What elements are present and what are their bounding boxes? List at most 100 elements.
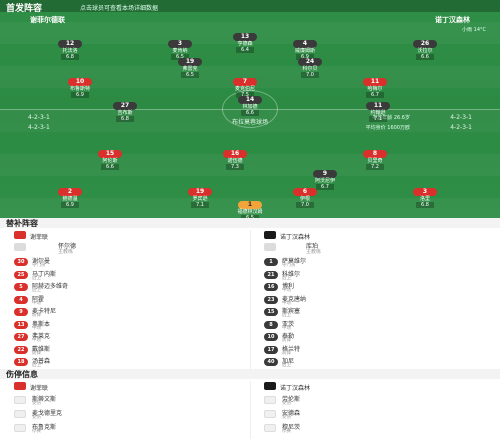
player-number: 1 [238,201,262,209]
home-player-5[interactable]: 15 阿伦斯 6.6 [88,150,132,170]
home-bench-row-4[interactable]: 9 麦卡特尼 前锋 [14,306,239,318]
home-coach-name[interactable]: 怀尔德 [58,243,77,250]
away-player-5[interactable]: 19 弗雷克 6.5 [168,58,212,78]
away-player-0[interactable]: 13 亨德森 6.4 [223,33,267,53]
player-number: 19 [188,188,212,196]
away-injury-row-0[interactable]: 劳伦斯 受伤 [264,394,489,406]
away-coach-avatar [264,243,276,251]
away-team-name[interactable]: 诺丁汉森林 [435,16,470,24]
home-bench-row-6[interactable]: 27 弗莱克 中场 [14,331,239,343]
away-bench-row-6[interactable]: 10 泰勒 前锋 [264,331,489,343]
away-bench-row-7[interactable]: 17 格兰特 前锋 [264,344,489,356]
home-player-4[interactable]: 3 洛里 6.8 [403,188,447,208]
bench-player-name: 亚茨 [282,320,295,328]
bench-player-name: 格兰特 [282,345,301,353]
home-player-1[interactable]: 2 鲍德温 6.9 [48,188,92,208]
home-bench-row-3[interactable]: 4 阿霍 中场 [14,294,239,306]
pitch-stripe [0,154,500,176]
home-bench-row-7[interactable]: 22 戴维斯 前锋 [14,344,239,356]
away-crest-icon [264,231,276,239]
away-coach-name[interactable]: 库珀 [306,243,319,250]
home-bench-row-1[interactable]: 25 马丁内斯 后卫 [14,269,239,281]
weather-info: 小雨 14°C [462,27,486,33]
home-injury-row-1[interactable]: 麦戈德里克 受伤 [14,408,239,420]
away-player-3[interactable]: 4 威廉姆斯 6.9 [283,40,327,60]
injury-player-name: 麦戈德里克 [32,410,63,417]
bench-player-name: 汤普森 [32,358,51,365]
away-bench-row-0[interactable]: 1 萨莫维尔 守门员 [264,256,489,268]
bench-player-position: 后卫 [282,275,291,281]
player-rating: 7.3 [226,164,244,170]
injury-home-team: 谢菲联 [30,385,49,392]
player-number: 24 [298,58,322,66]
bench-player-number: 13 [14,320,28,329]
home-team-name[interactable]: 谢菲尔德联 [30,16,65,24]
player-rating: 6.8 [61,54,79,60]
player-number: 10 [68,78,92,86]
player-name: 科尔贝 [302,66,318,72]
player-rating: 6.6 [416,54,434,60]
home-player-10[interactable]: 11 哈梅尔 6.7 [353,78,397,98]
home-player-8[interactable]: 10 布鲁斯特 6.9 [58,78,102,98]
away-player-6[interactable]: 24 科尔贝 7.0 [288,58,332,78]
player-rating: 6.6 [101,164,119,170]
home-bench-row-2[interactable]: 5 阿赫迈多维奇 后卫 [14,281,239,293]
player-name: 福德林汉姆 [237,209,263,215]
away-bench-row-2[interactable]: 16 博利 中场 [264,281,489,293]
player-name: 沃拉尔 [417,48,433,54]
player-number: 4 [293,40,317,48]
bench-player-position: 后卫 [32,275,41,281]
injury-player-name: 劳伦斯 [282,396,301,403]
away-bench-row-5[interactable]: 8 亚茨 中场 [264,319,489,331]
home-bench-row-5[interactable]: 13 奥斯本 中场 [14,319,239,331]
home-formation: 4-2-3-1 [28,114,50,121]
injury-player-name: 斯蒂文斯 [32,396,57,403]
away-player-10[interactable]: 9 阿沃尼伊 6.7 [303,170,347,190]
away-avg-age: 平均年龄 26.6岁 [372,115,410,121]
injury-icon [264,424,276,432]
away-player-1[interactable]: 12 托法洛 6.8 [48,40,92,60]
player-number: 8 [363,150,387,158]
away-bench-row-3[interactable]: 23 麦克唐纳 中场 [264,294,489,306]
away-player-4[interactable]: 26 沃拉尔 6.6 [403,40,447,60]
player-number: 3 [413,188,437,196]
player-name: 布鲁斯特 [69,86,90,92]
bench-player-position: 前锋 [32,313,41,318]
away-injury-row-1[interactable]: 安德森 受伤 [264,408,489,420]
home-player-3[interactable]: 6 伊根 7.0 [283,188,327,208]
home-player-2[interactable]: 19 罗宾逊 7.1 [178,188,222,208]
bench-player-number: 16 [264,283,278,291]
lineup-pitch: 首发阵容 点击球员可查看本场详细数据 谢菲尔德联 诺丁汉森林 小雨 14°C 4… [0,0,500,218]
away-bench-row-1[interactable]: 21 科维尔 后卫 [264,269,489,281]
home-player-6[interactable]: 16 诺伍德 7.3 [213,150,257,170]
home-injury-row-0[interactable]: 斯蒂文斯 受伤 [14,394,239,406]
away-bench-row-4[interactable]: 15 斯宾塞 后卫 [264,306,489,318]
player-name: 洛里 [419,196,430,202]
home-player-0[interactable]: 1 福德林汉姆 6.5 [228,201,272,218]
bench-title: 替补阵容 [6,219,38,228]
bench-player-position: 后卫 [32,363,41,368]
home-bench-row-8[interactable]: 18 汤普森 后卫 [14,356,239,368]
injury-icon [14,410,26,418]
injury-away-crest-icon [264,382,276,390]
player-name: 阿伦斯 [102,158,118,164]
lineup-title: 首发阵容 [6,4,43,14]
bench-player-name: 戴维斯 [32,345,51,353]
away-player-7[interactable]: 27 吉布斯 6.8 [103,102,147,122]
away-player-9[interactable]: 14 林加德 6.6 [228,96,272,116]
home-bench-row-0[interactable]: 30 谢尔曼 守门员 [14,256,239,268]
bench-player-number: 40 [264,358,278,366]
bench-player-position: 中场 [282,288,291,293]
home-player-7[interactable]: 8 贝里奇 7.2 [353,150,397,170]
away-player-8[interactable]: 11 约翰逊 7.1 [356,102,400,122]
home-injury-row-2[interactable]: 布鲁克斯 停赛 [14,422,239,434]
bench-player-position: 后卫 [32,288,41,293]
bench-player-position: 后卫 [282,363,291,368]
home-player-9[interactable]: 7 麦克伯尼 7.5 [223,78,267,98]
away-player-2[interactable]: 3 麦肯纳 6.5 [158,40,202,60]
away-injury-row-2[interactable]: 穆尼茨 停赛 [264,422,489,434]
bench-player-name: 泰勒 [282,333,295,340]
player-rating: 6.9 [61,202,79,208]
bench-player-name: 麦卡特尼 [32,308,57,315]
away-bench-row-8[interactable]: 40 加尼 后卫 [264,356,489,368]
